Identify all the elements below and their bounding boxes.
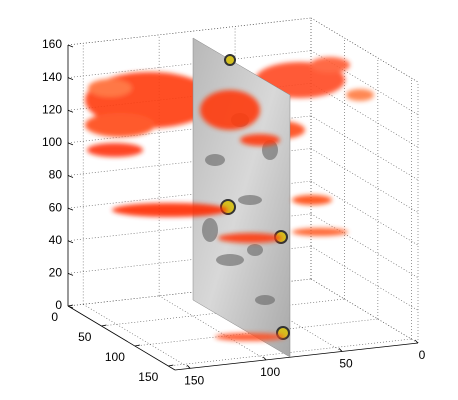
axes <box>67 17 419 371</box>
grid-line <box>310 213 419 279</box>
z-tick-label: 140 <box>42 70 62 84</box>
tick-mark <box>67 77 74 80</box>
tick-mark <box>338 348 343 352</box>
tick-mark <box>67 142 74 146</box>
tick-mark <box>67 305 74 309</box>
grid-line <box>310 246 419 311</box>
x-tick-label: 0 <box>51 310 58 324</box>
x-tick-label: 50 <box>78 330 92 344</box>
tick-mark <box>67 240 74 244</box>
y-tick-label: 150 <box>184 373 204 387</box>
y-tick-label: 0 <box>419 348 426 362</box>
z-tick-label: 80 <box>49 168 63 182</box>
tick-mark <box>67 207 74 211</box>
tick-mark <box>168 364 174 367</box>
tick-mark <box>67 109 74 113</box>
z-tick-label: 40 <box>49 233 63 247</box>
z-tick-label: 120 <box>42 102 62 116</box>
axis-line <box>174 342 419 371</box>
x-tick-label: 100 <box>105 350 125 364</box>
y-tick-label: 100 <box>260 365 280 379</box>
x-tick-label: 150 <box>138 370 158 384</box>
box-edge <box>67 17 312 46</box>
tick-mark <box>134 344 140 347</box>
z-tick-label: 20 <box>49 266 63 280</box>
tick-mark <box>67 175 74 178</box>
tick-mark <box>67 273 74 276</box>
tick-mark <box>101 324 107 327</box>
tick-mark <box>186 365 191 369</box>
y-tick-label: 50 <box>339 357 353 371</box>
tick-mark <box>414 339 419 344</box>
axis-line <box>67 305 176 371</box>
z-tick-label: 160 <box>42 37 62 51</box>
grid-line <box>83 304 191 369</box>
tick-mark <box>67 304 74 307</box>
volume-front <box>112 90 348 341</box>
z-tick-label: 100 <box>42 135 62 149</box>
tick-mark <box>262 356 267 361</box>
grid-line <box>310 278 419 344</box>
z-tick-label: 60 <box>49 200 63 214</box>
z-tick-label: 0 <box>55 298 62 312</box>
grid-line <box>310 115 419 181</box>
tick-mark <box>67 44 74 48</box>
